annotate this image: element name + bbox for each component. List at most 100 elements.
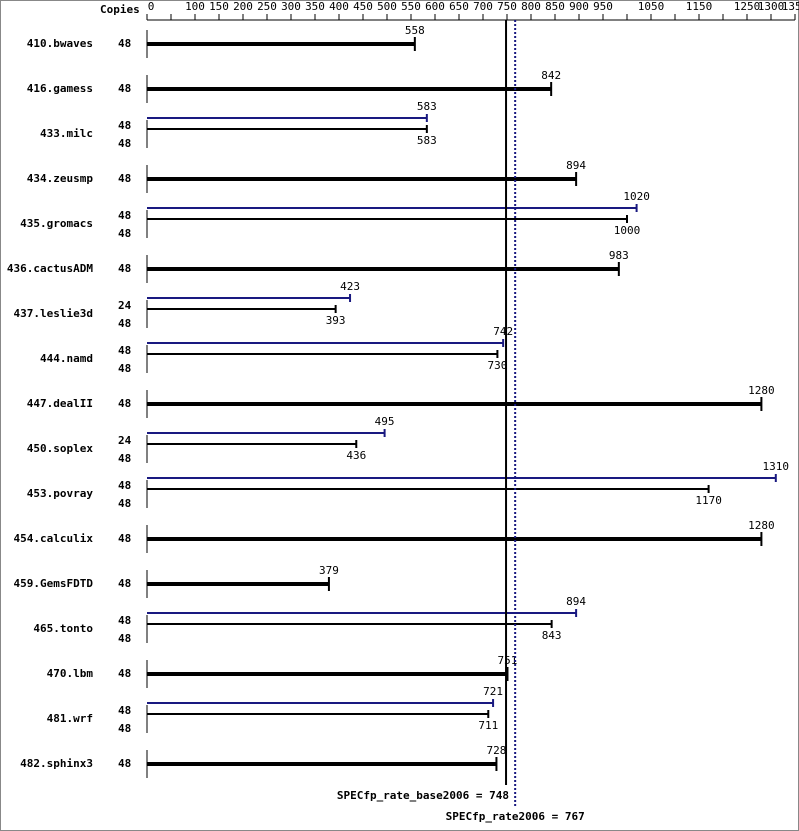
peak-copies: 48 <box>118 479 131 492</box>
benchmark-name: 450.soplex <box>27 442 94 455</box>
base-value-label: 1170 <box>695 494 722 507</box>
x-tick-label: 400 <box>329 0 349 13</box>
x-tick-label: 0 <box>148 0 155 13</box>
base-copies: 48 <box>118 317 131 330</box>
base-copies: 48 <box>118 632 131 645</box>
peak-copies: 48 <box>118 209 131 222</box>
peak-value-label: 1310 <box>763 460 790 473</box>
benchmark-name: 444.namd <box>40 352 93 365</box>
x-tick-label: 1350 <box>782 0 799 13</box>
peak-bar <box>147 342 504 344</box>
x-tick-label: 100 <box>185 0 205 13</box>
base-value-label: 1000 <box>614 224 641 237</box>
bar <box>147 762 497 766</box>
peak-copies: 48 <box>118 344 131 357</box>
benchmark-name: 454.calculix <box>14 532 94 545</box>
x-tick-label: 1050 <box>638 0 665 13</box>
peak-copies: 48 <box>118 119 131 132</box>
x-tick-label: 650 <box>449 0 469 13</box>
x-tick-label: 200 <box>233 0 253 13</box>
x-tick-label: 1150 <box>686 0 713 13</box>
copies: 48 <box>118 172 131 185</box>
peak-value-label: 742 <box>493 325 513 338</box>
bar <box>147 42 415 46</box>
peak-copies: 48 <box>118 704 131 717</box>
benchmark-name: 437.leslie3d <box>14 307 93 320</box>
benchmark-name: 482.sphinx3 <box>20 757 93 770</box>
value-label: 751 <box>498 654 518 667</box>
peak-value-label: 423 <box>340 280 360 293</box>
base-copies: 48 <box>118 452 131 465</box>
base-copies: 48 <box>118 137 131 150</box>
bar <box>147 177 577 181</box>
base-bar <box>147 443 357 445</box>
base-value-label: 730 <box>487 359 507 372</box>
x-tick-label: 600 <box>425 0 445 13</box>
base-value-label: 393 <box>326 314 346 327</box>
benchmark-name: 447.dealII <box>27 397 93 410</box>
copies: 48 <box>118 577 131 590</box>
peak-bar <box>147 117 427 119</box>
x-tick-label: 550 <box>401 0 421 13</box>
x-tick-label: 850 <box>545 0 565 13</box>
bar <box>147 537 762 541</box>
base-bar <box>147 488 709 490</box>
x-tick-label: 350 <box>305 0 325 13</box>
x-tick-label: 1250 <box>734 0 761 13</box>
copies: 48 <box>118 82 131 95</box>
bar <box>147 582 329 586</box>
value-label: 728 <box>487 744 507 757</box>
base-copies: 48 <box>118 497 131 510</box>
peak-copies: 48 <box>118 614 131 627</box>
x-tick-label: 900 <box>569 0 589 13</box>
benchmark-name: 459.GemsFDTD <box>14 577 94 590</box>
benchmark-name: 416.gamess <box>27 82 93 95</box>
bar <box>147 672 508 676</box>
base-value-label: 843 <box>542 629 562 642</box>
peak-summary-value: 767 <box>565 810 585 823</box>
base-bar <box>147 353 498 355</box>
base-bar <box>147 218 627 220</box>
base-value-label: 583 <box>417 134 437 147</box>
peak-bar <box>147 207 637 209</box>
x-tick-label: 750 <box>497 0 517 13</box>
benchmark-name: 470.lbm <box>47 667 94 680</box>
value-label: 1280 <box>748 519 775 532</box>
peak-value-label: 721 <box>483 685 503 698</box>
bar <box>147 267 619 271</box>
x-tick-label: 950 <box>593 0 613 13</box>
peak-bar <box>147 702 494 704</box>
peak-copies: 24 <box>118 434 132 447</box>
peak-bar <box>147 612 577 614</box>
base-value-label: 711 <box>478 719 498 732</box>
base-summary: SPECfp_rate_base2006 = 748 <box>337 789 509 802</box>
value-label: 558 <box>405 24 425 37</box>
base-bar <box>147 128 427 130</box>
base-value-label: 436 <box>346 449 366 462</box>
x-tick-label: 450 <box>353 0 373 13</box>
x-tick-label: 150 <box>209 0 229 13</box>
bar <box>147 87 552 91</box>
peak-value-label: 894 <box>566 595 586 608</box>
copies-header: Copies <box>100 3 140 16</box>
benchmark-name: 434.zeusmp <box>27 172 94 185</box>
base-copies: 48 <box>118 362 131 375</box>
copies: 48 <box>118 667 131 680</box>
base-bar <box>147 308 336 310</box>
base-copies: 48 <box>118 227 131 240</box>
peak-value-label: 1020 <box>623 190 650 203</box>
benchmark-name: 410.bwaves <box>27 37 93 50</box>
x-tick-label: 1300 <box>758 0 785 13</box>
copies: 48 <box>118 757 131 770</box>
x-tick-label: 700 <box>473 0 493 13</box>
peak-bar <box>147 297 351 299</box>
benchmark-name: 465.tonto <box>33 622 93 635</box>
value-label: 842 <box>541 69 561 82</box>
peak-summary: SPECfp_rate2006 = 767 <box>446 810 585 823</box>
peak-copies: 24 <box>118 299 132 312</box>
base-copies: 48 <box>118 722 131 735</box>
x-tick-label: 500 <box>377 0 397 13</box>
base-bar <box>147 623 552 625</box>
benchmark-name: 435.gromacs <box>20 217 93 230</box>
